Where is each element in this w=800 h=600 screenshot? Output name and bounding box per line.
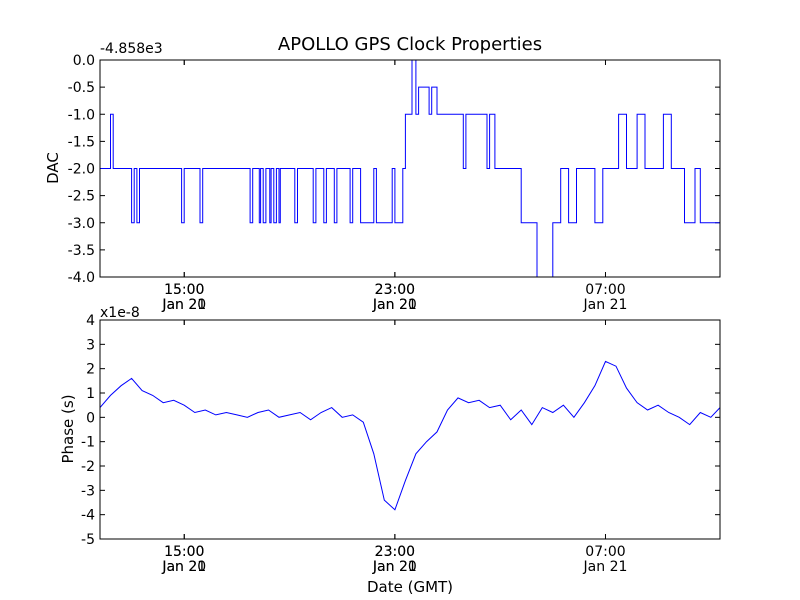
- dac-ytick-label: 0.0: [73, 53, 95, 69]
- phase-series-line: [99, 360, 721, 511]
- phase-ytick-label: 4: [86, 313, 95, 329]
- figure-title: APOLLO GPS Clock Properties: [278, 34, 542, 55]
- phase-ytick-label: -2: [81, 459, 95, 475]
- dac-xtick-time-label: 07:00: [585, 282, 625, 298]
- phase-ytick-label: 1: [86, 386, 95, 402]
- phase-subplot: x1e-8 Phase (s) 43210-1-2-3-4-515:00Jan …: [59, 305, 721, 596]
- phase-y-axis-label: Phase (s): [59, 394, 77, 463]
- phase-ytick-label: 2: [86, 362, 95, 378]
- phase-xtick-date-label: Jan 21: [583, 559, 628, 575]
- dac-series-line: [100, 59, 720, 278]
- phase-xtick-date-label: Jan 20: [161, 559, 206, 575]
- dac-xtick-time-label: 15:00: [164, 282, 204, 298]
- phase-multiplier-label: x1e-8: [100, 305, 140, 321]
- phase-ytick-label: 0: [86, 410, 95, 426]
- phase-xtick-date-label: Jan 21: [161, 559, 206, 575]
- phase-ytick-label: -1: [81, 435, 95, 451]
- phase-ytick-label: -3: [81, 483, 95, 499]
- dac-xtick-date-label: Jan 21: [372, 297, 417, 313]
- phase-xtick-time-label: 23:00: [375, 544, 415, 560]
- dac-ytick-label: -3.0: [68, 216, 95, 232]
- phase-ytick-label: -4: [81, 508, 95, 524]
- dac-ytick-label: -1.0: [68, 107, 95, 123]
- phase-xtick-time-label: 15:00: [164, 544, 204, 560]
- dac-xtick-date-label: Jan 21: [583, 297, 628, 313]
- dac-ytick-label: -2.5: [68, 189, 95, 205]
- dac-xtick-time-label: 15:00: [164, 282, 204, 298]
- dac-subplot: -4.858e3 DAC 0.0 -0.5 -1.0 -1.5 -2.0 -2.5 -3.0…: [44, 41, 721, 313]
- phase-axes-frame: [99, 319, 721, 540]
- phase-ytick-label: 3: [86, 337, 95, 353]
- dac-xtick-date-label: Jan 21: [161, 297, 206, 313]
- dac-ytick-label: -2.0: [68, 162, 95, 178]
- phase-xtick-time-label: 15:00: [164, 544, 204, 560]
- phase-ytick-label: -5: [81, 532, 95, 548]
- dac-ytick-label: -0.5: [68, 80, 95, 96]
- dac-ytick-label: -3.5: [68, 243, 95, 259]
- dac-y-axis-label: DAC: [44, 152, 62, 184]
- phase-x-axis-label: Date (GMT): [367, 578, 453, 596]
- phase-xtick-time-label: 23:00: [375, 544, 415, 560]
- phase-xtick-time-label: 07:00: [585, 544, 625, 560]
- dac-xtick-date-label: Jan 20: [161, 297, 206, 313]
- phase-xtick-date-label: Jan 20: [372, 559, 417, 575]
- phase-xtick-date-label: Jan 21: [372, 559, 417, 575]
- dac-ytick-label: -1.5: [68, 134, 95, 150]
- dac-xtick-date-label: Jan 20: [372, 297, 417, 313]
- dac-xtick-time-label: 23:00: [375, 282, 415, 298]
- phase-line: [99, 360, 721, 511]
- dac-ticks: 0.0 -0.5 -1.0 -1.5 -2.0 -2.5 -3.0 -3.5 -4.0 15:00…: [68, 53, 720, 313]
- dac-ytick-label: -4.0: [68, 270, 95, 286]
- dac-line: [100, 59, 720, 278]
- dac-axes-frame: [99, 59, 721, 278]
- dac-offset-label: -4.858e3: [100, 41, 163, 57]
- dac-xtick-time-label: 23:00: [375, 282, 415, 298]
